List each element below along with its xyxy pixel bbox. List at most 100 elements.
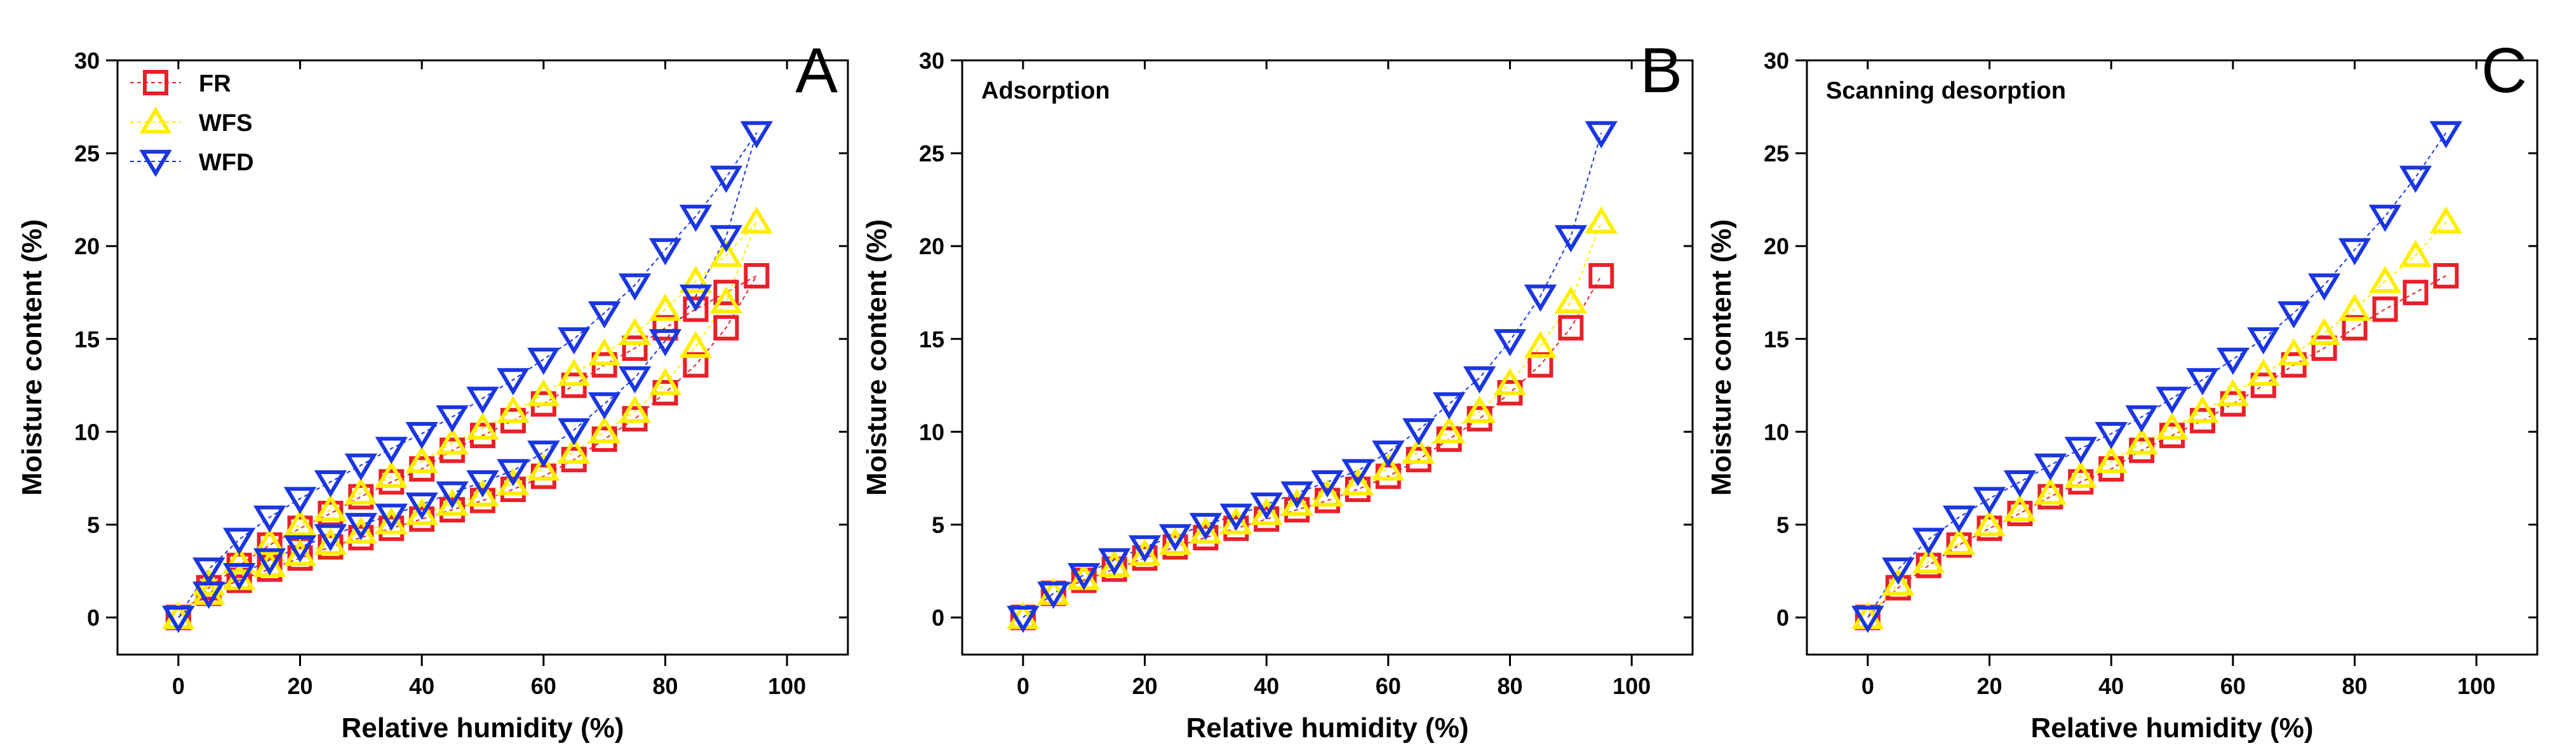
data-point-wfs	[1311, 479, 1344, 507]
data-point-wfs	[1402, 436, 1435, 464]
data-point-wfs	[1219, 507, 1252, 534]
data-point-wfs	[1250, 498, 1283, 526]
data-point-wfd	[405, 421, 438, 449]
data-point-wfd	[587, 301, 621, 329]
data-point-wfd	[2399, 165, 2432, 193]
data-point-wfd	[709, 225, 743, 253]
data-point-wfd	[253, 548, 286, 576]
data-point-wfs	[1585, 206, 1618, 234]
data-point-wfd	[466, 386, 499, 414]
data-point-wfd	[2095, 421, 2128, 449]
series-line-wfd	[1867, 132, 2447, 618]
data-point-wfd	[1851, 606, 1884, 634]
data-point-wfd	[497, 459, 530, 487]
panel-letter: B	[1640, 35, 1682, 106]
data-point-wfd	[1882, 557, 1915, 585]
plot-frame	[1806, 59, 2539, 656]
data-point-wfs	[2186, 395, 2219, 423]
data-point-wfs	[1493, 367, 1527, 395]
data-point-fr	[683, 352, 709, 378]
y-tick-label: 25	[919, 140, 944, 167]
y-axis-label: Moisture content (%)	[861, 219, 892, 496]
data-point-wfd	[1912, 527, 1945, 555]
data-point-wfs	[2034, 477, 2067, 505]
data-point-wfd	[283, 487, 317, 515]
data-point-wfd	[740, 121, 773, 149]
series-line-wfs	[1023, 221, 1602, 618]
data-point-wfs	[740, 206, 773, 234]
x-axis-label: Relative humidity (%)	[342, 712, 624, 744]
x-tick-label: 20	[1976, 673, 2002, 699]
data-point-wfs	[618, 395, 652, 423]
data-point-wfs	[2399, 240, 2432, 268]
data-point-wfs	[2247, 358, 2280, 386]
data-point-wfs	[679, 330, 713, 358]
data-point-wfd	[1402, 418, 1435, 446]
data-point-wfs	[2368, 266, 2402, 294]
data-point-wfd	[2429, 121, 2462, 149]
data-point-wfd	[1493, 329, 1527, 357]
data-point-wfd	[2186, 368, 2219, 396]
x-tick-label: 0	[172, 673, 185, 699]
x-tick-label: 0	[1017, 673, 1030, 699]
y-tick-label: 25	[74, 140, 100, 167]
data-point-fr	[2433, 262, 2459, 289]
panel-letter: C	[2481, 35, 2527, 106]
x-tick-label: 40	[409, 673, 434, 699]
x-tick-label: 40	[1254, 673, 1279, 699]
data-point-wfd	[679, 284, 713, 312]
data-point-wfd	[466, 470, 499, 498]
data-point-wfs	[314, 527, 347, 555]
series-line-wfd	[1023, 132, 1602, 618]
y-tick-label: 20	[1764, 233, 1789, 259]
x-tick-label: 60	[1376, 673, 1401, 699]
data-point-wfd	[2368, 205, 2402, 232]
legend-marker-wfs	[139, 106, 172, 134]
x-axis-label: Relative humidity (%)	[2031, 712, 2314, 744]
data-point-fr	[683, 296, 709, 322]
data-point-wfd	[618, 273, 652, 301]
data-point-fr	[1588, 262, 1614, 289]
data-point-wfd	[497, 368, 530, 396]
data-point-wfs	[587, 416, 621, 444]
y-axis-label: Moisture content (%)	[1706, 219, 1737, 496]
y-tick-label: 30	[74, 48, 100, 74]
data-point-wfs	[1128, 538, 1162, 566]
data-point-wfs	[1463, 395, 1496, 423]
x-tick-label: 40	[2098, 673, 2124, 699]
y-tick-label: 15	[74, 326, 100, 352]
data-point-wfd	[527, 440, 560, 468]
data-point-wfd	[679, 205, 713, 232]
series-line-wfd	[177, 132, 758, 618]
data-point-wfd	[344, 513, 378, 540]
data-point-wfs	[1372, 453, 1405, 481]
panel-b: 0 5 10 15 20 25 30 0 20 40 60 80 100 Relative humidit…	[861, 35, 1694, 744]
data-point-wfd	[618, 366, 652, 394]
data-point-wfs	[497, 468, 530, 496]
y-tick-label: 10	[74, 419, 100, 445]
data-point-wfs	[1882, 568, 1915, 596]
y-tick-label: 5	[87, 512, 100, 538]
data-point-wfd	[1037, 582, 1070, 609]
data-point-wfd	[375, 437, 408, 465]
data-point-fr	[2342, 315, 2368, 341]
data-point-wfs	[1432, 416, 1466, 444]
data-point-wfd	[1372, 440, 1405, 468]
data-point-wfs	[1189, 516, 1223, 544]
data-point-wfd	[1524, 284, 1557, 312]
data-point-fr	[1527, 352, 1553, 378]
x-tick-label: 100	[1613, 673, 1651, 699]
x-tick-label: 100	[768, 673, 806, 699]
x-tick-label: 100	[2457, 673, 2495, 699]
panel-title: Adsorption	[981, 78, 1110, 104]
y-tick-label: 10	[919, 419, 944, 445]
plot-frame	[961, 59, 1694, 656]
data-point-wfs	[466, 412, 499, 440]
x-tick-label: 80	[652, 673, 678, 699]
data-point-wfs	[405, 446, 438, 473]
data-point-wfs	[283, 538, 317, 566]
data-point-wfd	[587, 392, 621, 420]
data-point-wfd	[2156, 386, 2189, 414]
data-point-wfd	[436, 405, 469, 433]
data-point-wfs	[1973, 508, 2006, 536]
